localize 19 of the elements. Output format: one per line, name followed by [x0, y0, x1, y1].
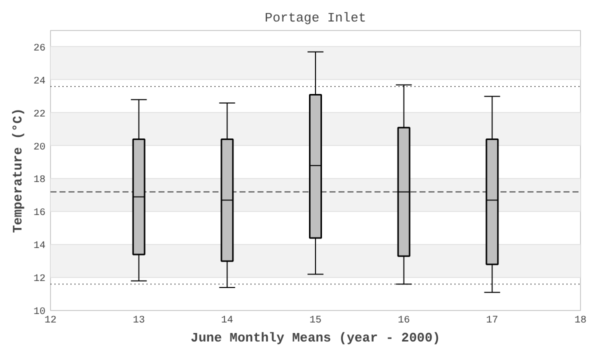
- y-tick-label: 20: [34, 142, 46, 154]
- x-tick-label: 13: [132, 316, 145, 326]
- y-tick-label: 10: [34, 307, 46, 318]
- y-tick-label: 26: [34, 43, 46, 54]
- x-tick-label: 12: [44, 316, 57, 326]
- x-tick-label: 17: [486, 316, 498, 326]
- y-tick-label: 14: [34, 241, 46, 252]
- chart-title: Portage Inlet: [264, 10, 366, 26]
- y-tick-label: 18: [34, 175, 46, 186]
- x-tick-label: 16: [398, 316, 410, 326]
- y-tick-label: 22: [34, 109, 46, 120]
- y-tick-label: 16: [34, 208, 46, 220]
- y-tick-label: 24: [34, 76, 46, 88]
- x-axis-title: June Monthly Means (year - 2000): [190, 330, 440, 346]
- y-tick-label: 12: [34, 274, 46, 286]
- y-axis-title: Temperature (°C): [10, 108, 26, 233]
- x-tick-label: 15: [310, 316, 322, 326]
- x-tick-label: 18: [574, 316, 587, 326]
- x-tick-label: 14: [221, 316, 234, 326]
